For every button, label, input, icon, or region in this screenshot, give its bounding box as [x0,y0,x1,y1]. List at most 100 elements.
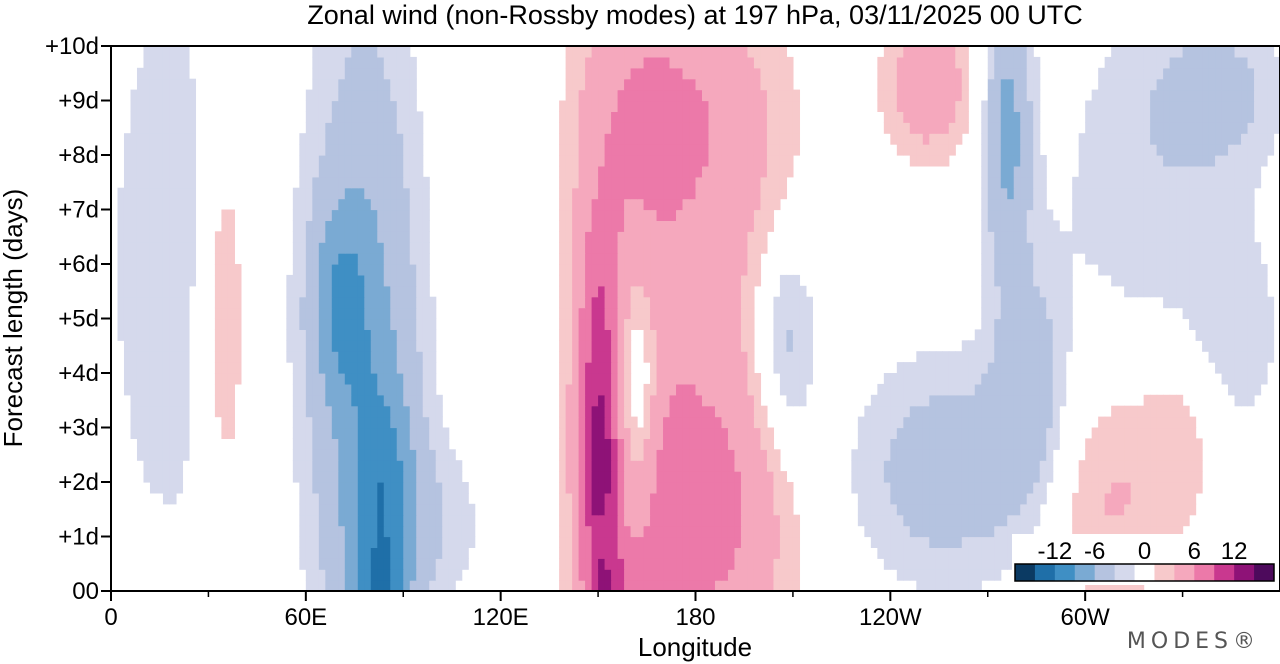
contour-cell [377,187,385,200]
contour-cell [714,176,723,189]
contour-cell [182,133,190,145]
contour-cell [734,100,742,112]
contour-cell [721,285,729,298]
contour-cell [708,89,716,102]
contour-cell [708,536,716,548]
contour-cell [383,285,391,298]
contour-cell [143,296,151,309]
contour-cell [403,580,411,592]
contour-cell [598,285,606,298]
contour-cell [1104,264,1112,276]
contour-cell [1137,111,1145,123]
contour-cell [747,449,755,461]
contour-cell [948,482,956,494]
contour-cell [130,100,138,112]
contour-cell [422,492,430,505]
contour-cell [1189,427,1197,439]
contour-cell [1241,383,1249,396]
contour-cell [935,351,943,363]
contour-cell [214,383,223,396]
contour-cell [312,362,320,374]
contour-cell [338,187,346,200]
contour-cell [357,482,365,494]
contour-cell [650,253,658,265]
contour-cell [883,503,891,516]
contour-cell [669,525,677,538]
contour-cell [416,111,424,123]
contour-cell [383,329,391,341]
contour-cell [637,558,645,570]
contour-cell [1046,383,1054,396]
contour-cell [1215,340,1223,352]
contour-cell [637,547,645,559]
contour-cell [650,122,658,134]
contour-cell [948,383,956,396]
contour-cell [169,351,177,363]
contour-cell [734,362,742,374]
contour-cell [617,307,625,320]
contour-cell [130,176,138,189]
contour-cell [565,274,573,287]
contour-cell [624,253,632,265]
contour-cell [1000,492,1008,505]
contour-cell [961,525,969,538]
contour-cell [727,416,736,429]
contour-cell [617,569,625,581]
contour-cell [1000,362,1008,374]
contour-cell [624,362,632,374]
contour-cell [708,438,716,450]
contour-cell [1143,492,1151,505]
contour-cell [578,362,586,374]
contour-cell [403,514,411,527]
contour-cell [364,253,372,265]
contour-cell [1098,503,1106,516]
contour-cell [338,394,346,407]
contour-cell [325,416,333,429]
contour-cell [1124,144,1132,156]
contour-cell [331,122,339,134]
contour-cell [396,155,404,167]
contour-cell [773,187,781,200]
contour-cell [942,580,950,592]
contour-cell [351,449,359,461]
contour-cell [740,242,749,254]
contour-cell [1026,296,1034,309]
contour-cell [766,471,775,483]
contour-cell [377,547,385,559]
contour-cell [442,482,450,494]
contour-cell [416,264,424,276]
contour-cell [1085,514,1093,527]
contour-cell [942,547,950,559]
contour-cell [344,274,352,287]
contour-cell [1169,155,1177,167]
contour-cell [143,362,151,374]
contour-cell [695,318,703,330]
contour-cell [714,209,723,221]
contour-cell [136,231,145,243]
contour-cell [922,111,930,123]
contour-cell [1085,525,1093,538]
contour-cell [1163,296,1171,309]
contour-cell [591,100,599,112]
contour-cell [682,569,690,581]
contour-cell [396,144,404,156]
contour-cell [624,89,632,102]
contour-cell [1247,122,1255,134]
contour-cell [1000,383,1008,396]
contour-cell [740,514,749,527]
contour-cell [305,525,313,538]
contour-cell [377,209,385,221]
contour-cell [1091,253,1099,265]
contour-cell [1195,460,1203,472]
contour-cell [669,198,677,211]
contour-cell [779,471,788,483]
contour-cell [1228,176,1236,189]
contour-cell [727,351,736,363]
contour-cell [455,460,463,472]
contour-cell [318,362,326,374]
contour-cell [656,144,664,156]
contour-cell [929,362,937,374]
contour-cell [961,580,969,592]
contour-cell [676,492,684,505]
contour-cell [617,471,625,483]
